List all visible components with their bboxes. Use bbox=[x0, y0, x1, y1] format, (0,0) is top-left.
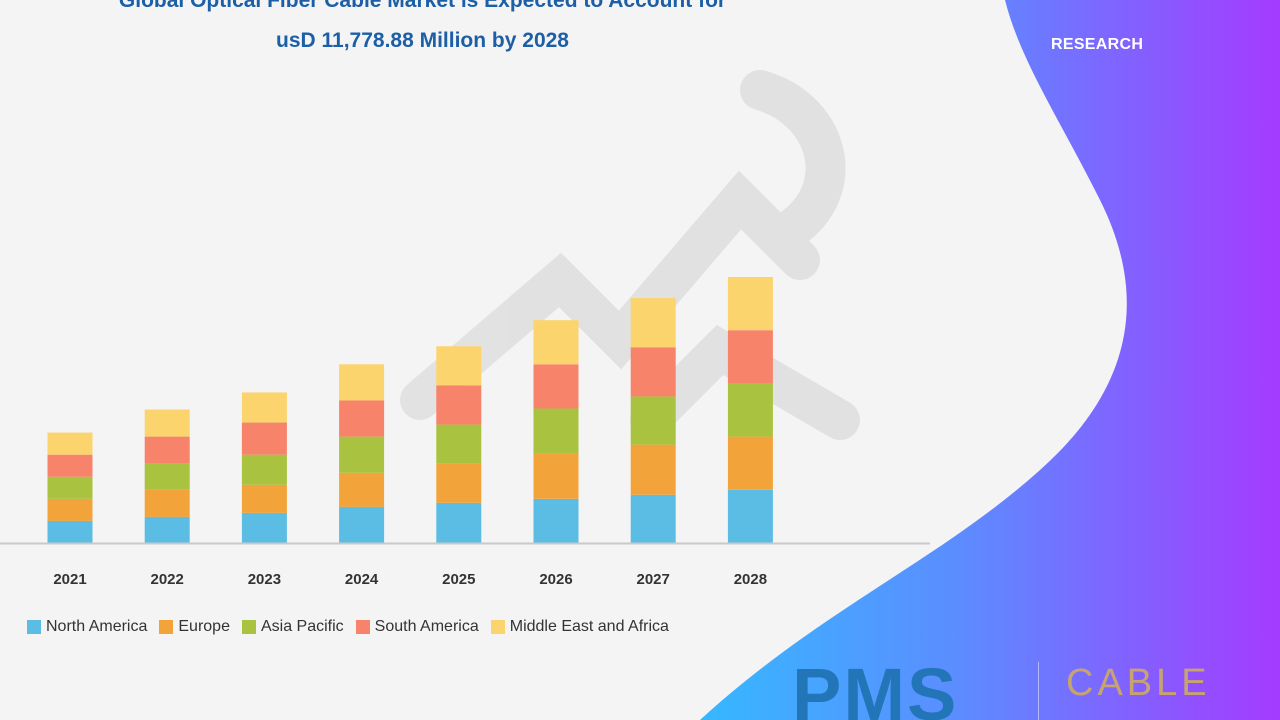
bar-2025-asia-pacific bbox=[436, 424, 482, 464]
bar-2022-north-america bbox=[144, 516, 190, 543]
legend-swatch bbox=[241, 620, 256, 634]
chart-title-line-2: usD 11,778.88 Million by 2028 bbox=[276, 29, 569, 52]
chart-legend: North America Europe Asia Pacific South Ame… bbox=[27, 618, 669, 636]
legend-swatch bbox=[159, 620, 174, 634]
bar-2026-asia-pacific bbox=[533, 408, 579, 454]
bar-2021-europe bbox=[47, 498, 93, 521]
pms-logo: PMS bbox=[792, 653, 958, 720]
bar-2024-asia-pacific bbox=[339, 436, 385, 473]
bar-2023-middle-east-and-africa bbox=[241, 392, 287, 423]
legend-swatch bbox=[490, 620, 505, 634]
bar-2025-north-america bbox=[436, 502, 482, 543]
x-tick-label: 2024 bbox=[345, 571, 379, 588]
bar-2023-north-america bbox=[241, 512, 287, 543]
bar-2024-middle-east-and-africa bbox=[339, 364, 385, 401]
bar-2026-north-america bbox=[533, 498, 579, 543]
bar-2022-asia-pacific bbox=[144, 463, 190, 490]
brand-divider bbox=[1038, 662, 1039, 720]
bar-2023-south-america bbox=[241, 422, 287, 455]
x-tick-label: 2028 bbox=[734, 571, 767, 588]
bar-2021-middle-east-and-africa bbox=[47, 432, 93, 455]
bar-2023-asia-pacific bbox=[241, 454, 287, 485]
legend-label: Asia Pacific bbox=[260, 618, 344, 635]
legend-item-europe: Europe bbox=[159, 618, 230, 636]
decorative-gradient-wave bbox=[700, 0, 1280, 720]
bar-2021-north-america bbox=[47, 520, 93, 543]
bar-2022-europe bbox=[144, 489, 190, 517]
legend-label: South America bbox=[374, 618, 479, 635]
bar-2028-middle-east-and-africa bbox=[727, 277, 773, 331]
bar-2023-europe bbox=[241, 484, 287, 513]
bar-2025-middle-east-and-africa bbox=[436, 346, 482, 386]
x-tick-label: 2021 bbox=[53, 571, 86, 588]
bar-2026-middle-east-and-africa bbox=[533, 320, 579, 365]
legend-swatch bbox=[355, 620, 370, 634]
x-tick-label: 2025 bbox=[442, 571, 475, 588]
x-tick-label: 2027 bbox=[637, 571, 670, 588]
bar-2028-asia-pacific bbox=[727, 383, 773, 437]
legend-item-north-america: North America bbox=[27, 618, 147, 636]
legend-swatch bbox=[27, 620, 41, 634]
legend-label: Europe bbox=[178, 618, 230, 635]
legend-item-south-america: South America bbox=[355, 618, 479, 636]
legend-label: Middle East and Africa bbox=[509, 618, 669, 635]
bar-2024-europe bbox=[339, 472, 385, 507]
bar-2027-europe bbox=[630, 444, 676, 495]
bar-2028-north-america bbox=[727, 489, 773, 543]
bar-2025-europe bbox=[436, 463, 482, 503]
bar-2024-south-america bbox=[339, 400, 385, 437]
x-tick-label: 2022 bbox=[151, 571, 184, 588]
bar-2027-asia-pacific bbox=[630, 396, 676, 445]
bar-2027-middle-east-and-africa bbox=[630, 298, 676, 348]
legend-item-middle-east-and-africa: Middle East and Africa bbox=[490, 618, 669, 636]
x-tick-label: 2023 bbox=[248, 571, 281, 588]
legend-label: North America bbox=[46, 618, 148, 635]
bar-2028-europe bbox=[727, 436, 773, 490]
cable-brand-text: CABLE bbox=[1066, 662, 1211, 704]
research-label: RESEARCH bbox=[1051, 36, 1144, 53]
bar-2022-middle-east-and-africa bbox=[144, 409, 190, 437]
bar-2022-south-america bbox=[144, 436, 190, 464]
bar-2024-north-america bbox=[339, 506, 385, 543]
chart-title-line-1: Global Optical Fiber Cable Market is Exp… bbox=[118, 0, 727, 12]
legend-item-asia-pacific: Asia Pacific bbox=[241, 618, 344, 636]
x-tick-labels: 2021 2022 2023 2024 2025 2026 2027 2028 bbox=[53, 571, 767, 588]
pms-logo-text: PMS bbox=[792, 653, 958, 720]
bar-2028-south-america bbox=[727, 330, 773, 384]
x-tick-label: 2026 bbox=[539, 571, 572, 588]
bar-2027-south-america bbox=[630, 347, 676, 397]
bar-2021-south-america bbox=[47, 454, 93, 477]
bar-2026-south-america bbox=[533, 364, 579, 409]
bar-2025-south-america bbox=[436, 385, 482, 425]
bars-layer bbox=[47, 277, 773, 543]
bar-2027-north-america bbox=[630, 494, 676, 543]
bar-2026-europe bbox=[533, 453, 579, 499]
bar-2021-asia-pacific bbox=[47, 476, 93, 499]
